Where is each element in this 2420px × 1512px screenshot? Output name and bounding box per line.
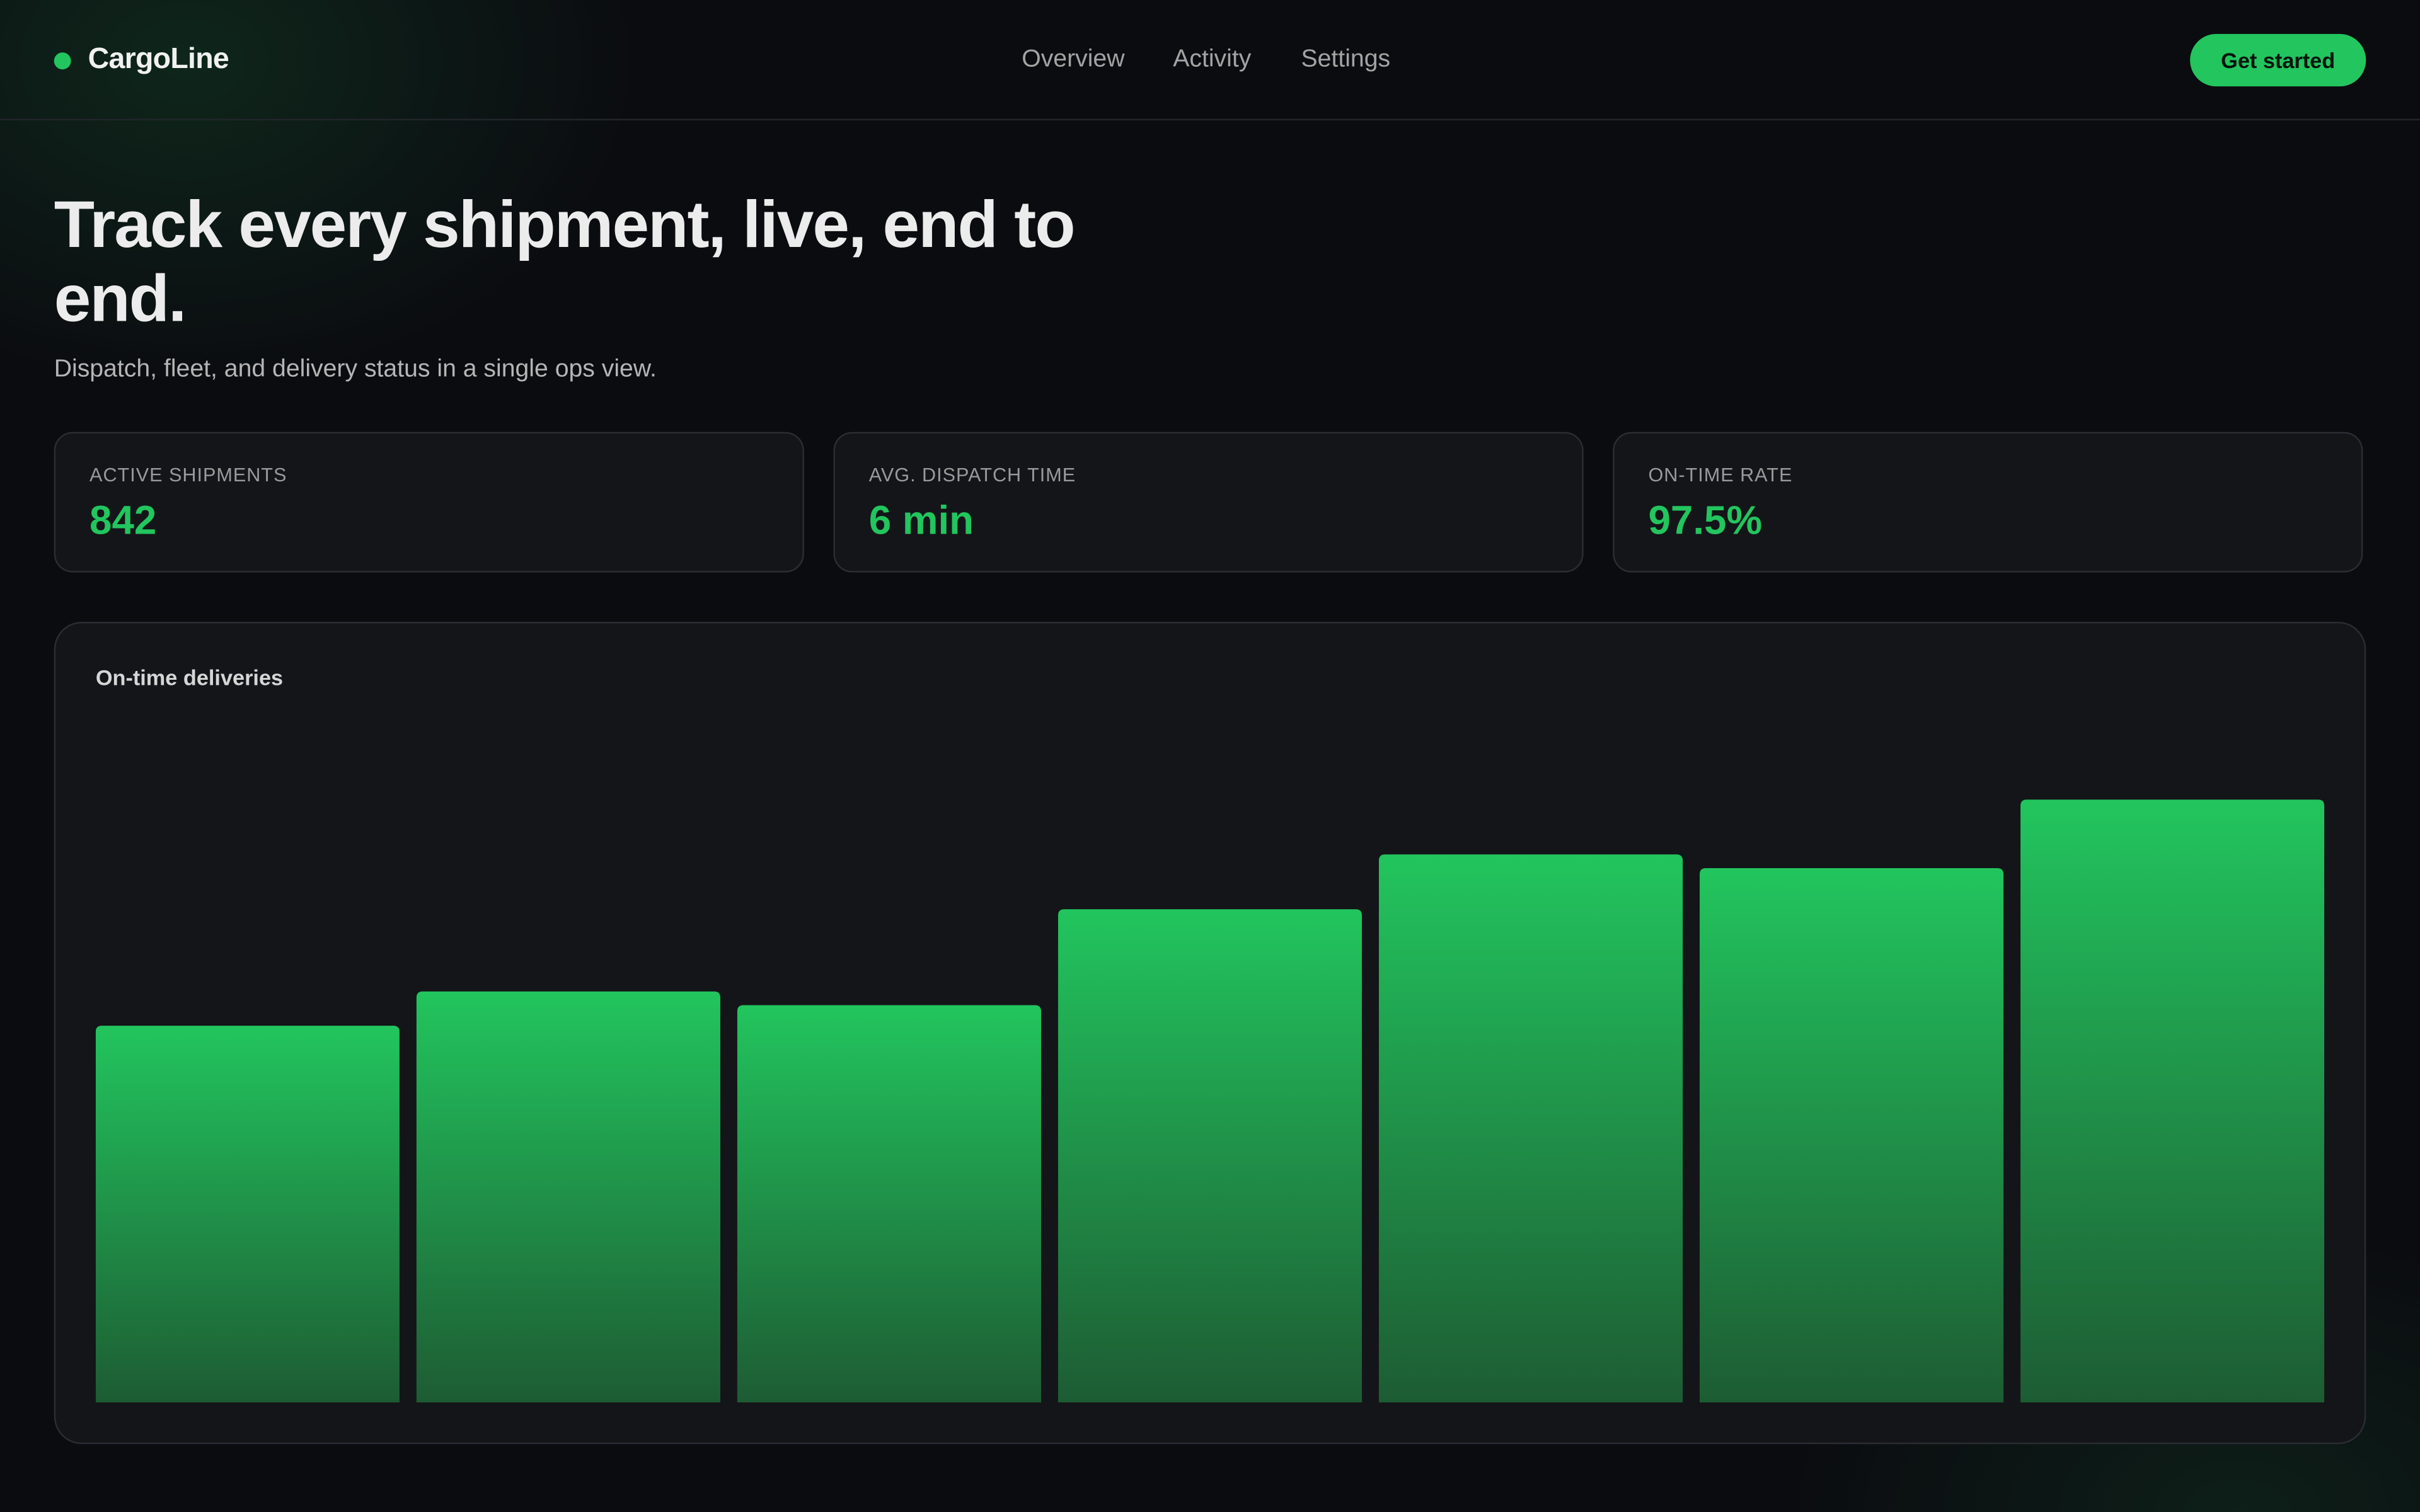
bar xyxy=(1700,868,2004,1403)
stat-card: AVG. DISPATCH TIME 6 min xyxy=(833,432,1584,573)
stat-label: ON-TIME RATE xyxy=(1648,464,1793,486)
bar xyxy=(1378,854,1683,1403)
stat-value: 842 xyxy=(89,496,157,544)
stat-card: ACTIVE SHIPMENTS 842 xyxy=(54,432,804,573)
brand[interactable]: CargoLine xyxy=(88,43,229,76)
hero-subtitle: Dispatch, fleet, and delivery status in … xyxy=(54,356,657,383)
top-bar: CargoLine Overview Activity Settings Get… xyxy=(0,0,2420,121)
cta-button[interactable]: Get started xyxy=(2190,33,2366,87)
nav-link[interactable]: Settings xyxy=(1301,46,1391,73)
hero-title: Track every shipment, live, end to end. xyxy=(54,188,1076,336)
bar xyxy=(2020,799,2325,1403)
bar xyxy=(95,1026,400,1403)
stat-label: AVG. DISPATCH TIME xyxy=(868,464,1076,486)
chart-card: On-time deliveries xyxy=(54,621,2366,1445)
nav-link[interactable]: Overview xyxy=(1022,46,1125,73)
brand-dot xyxy=(54,52,71,70)
nav-link[interactable]: Activity xyxy=(1173,46,1252,73)
stat-label: ACTIVE SHIPMENTS xyxy=(89,464,287,486)
bar xyxy=(416,991,720,1403)
chart-title: On-time deliveries xyxy=(95,665,284,690)
bar xyxy=(737,1005,1042,1403)
stat-value: 6 min xyxy=(868,496,974,544)
stat-value: 97.5% xyxy=(1648,496,1763,544)
stat-card: ON-TIME RATE 97.5% xyxy=(1613,432,2363,573)
bar xyxy=(1057,909,1363,1403)
chart xyxy=(95,799,2325,1403)
